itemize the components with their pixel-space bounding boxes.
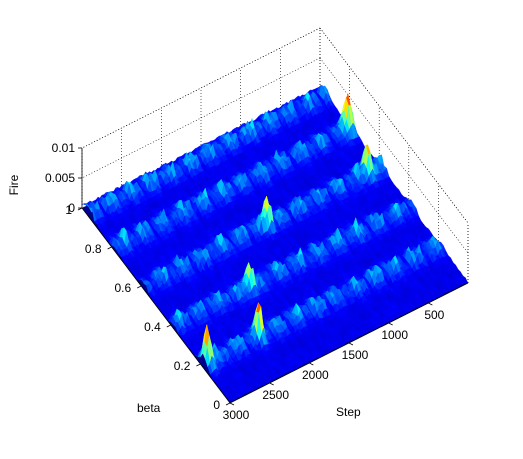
surface-layer: [82, 85, 468, 403]
